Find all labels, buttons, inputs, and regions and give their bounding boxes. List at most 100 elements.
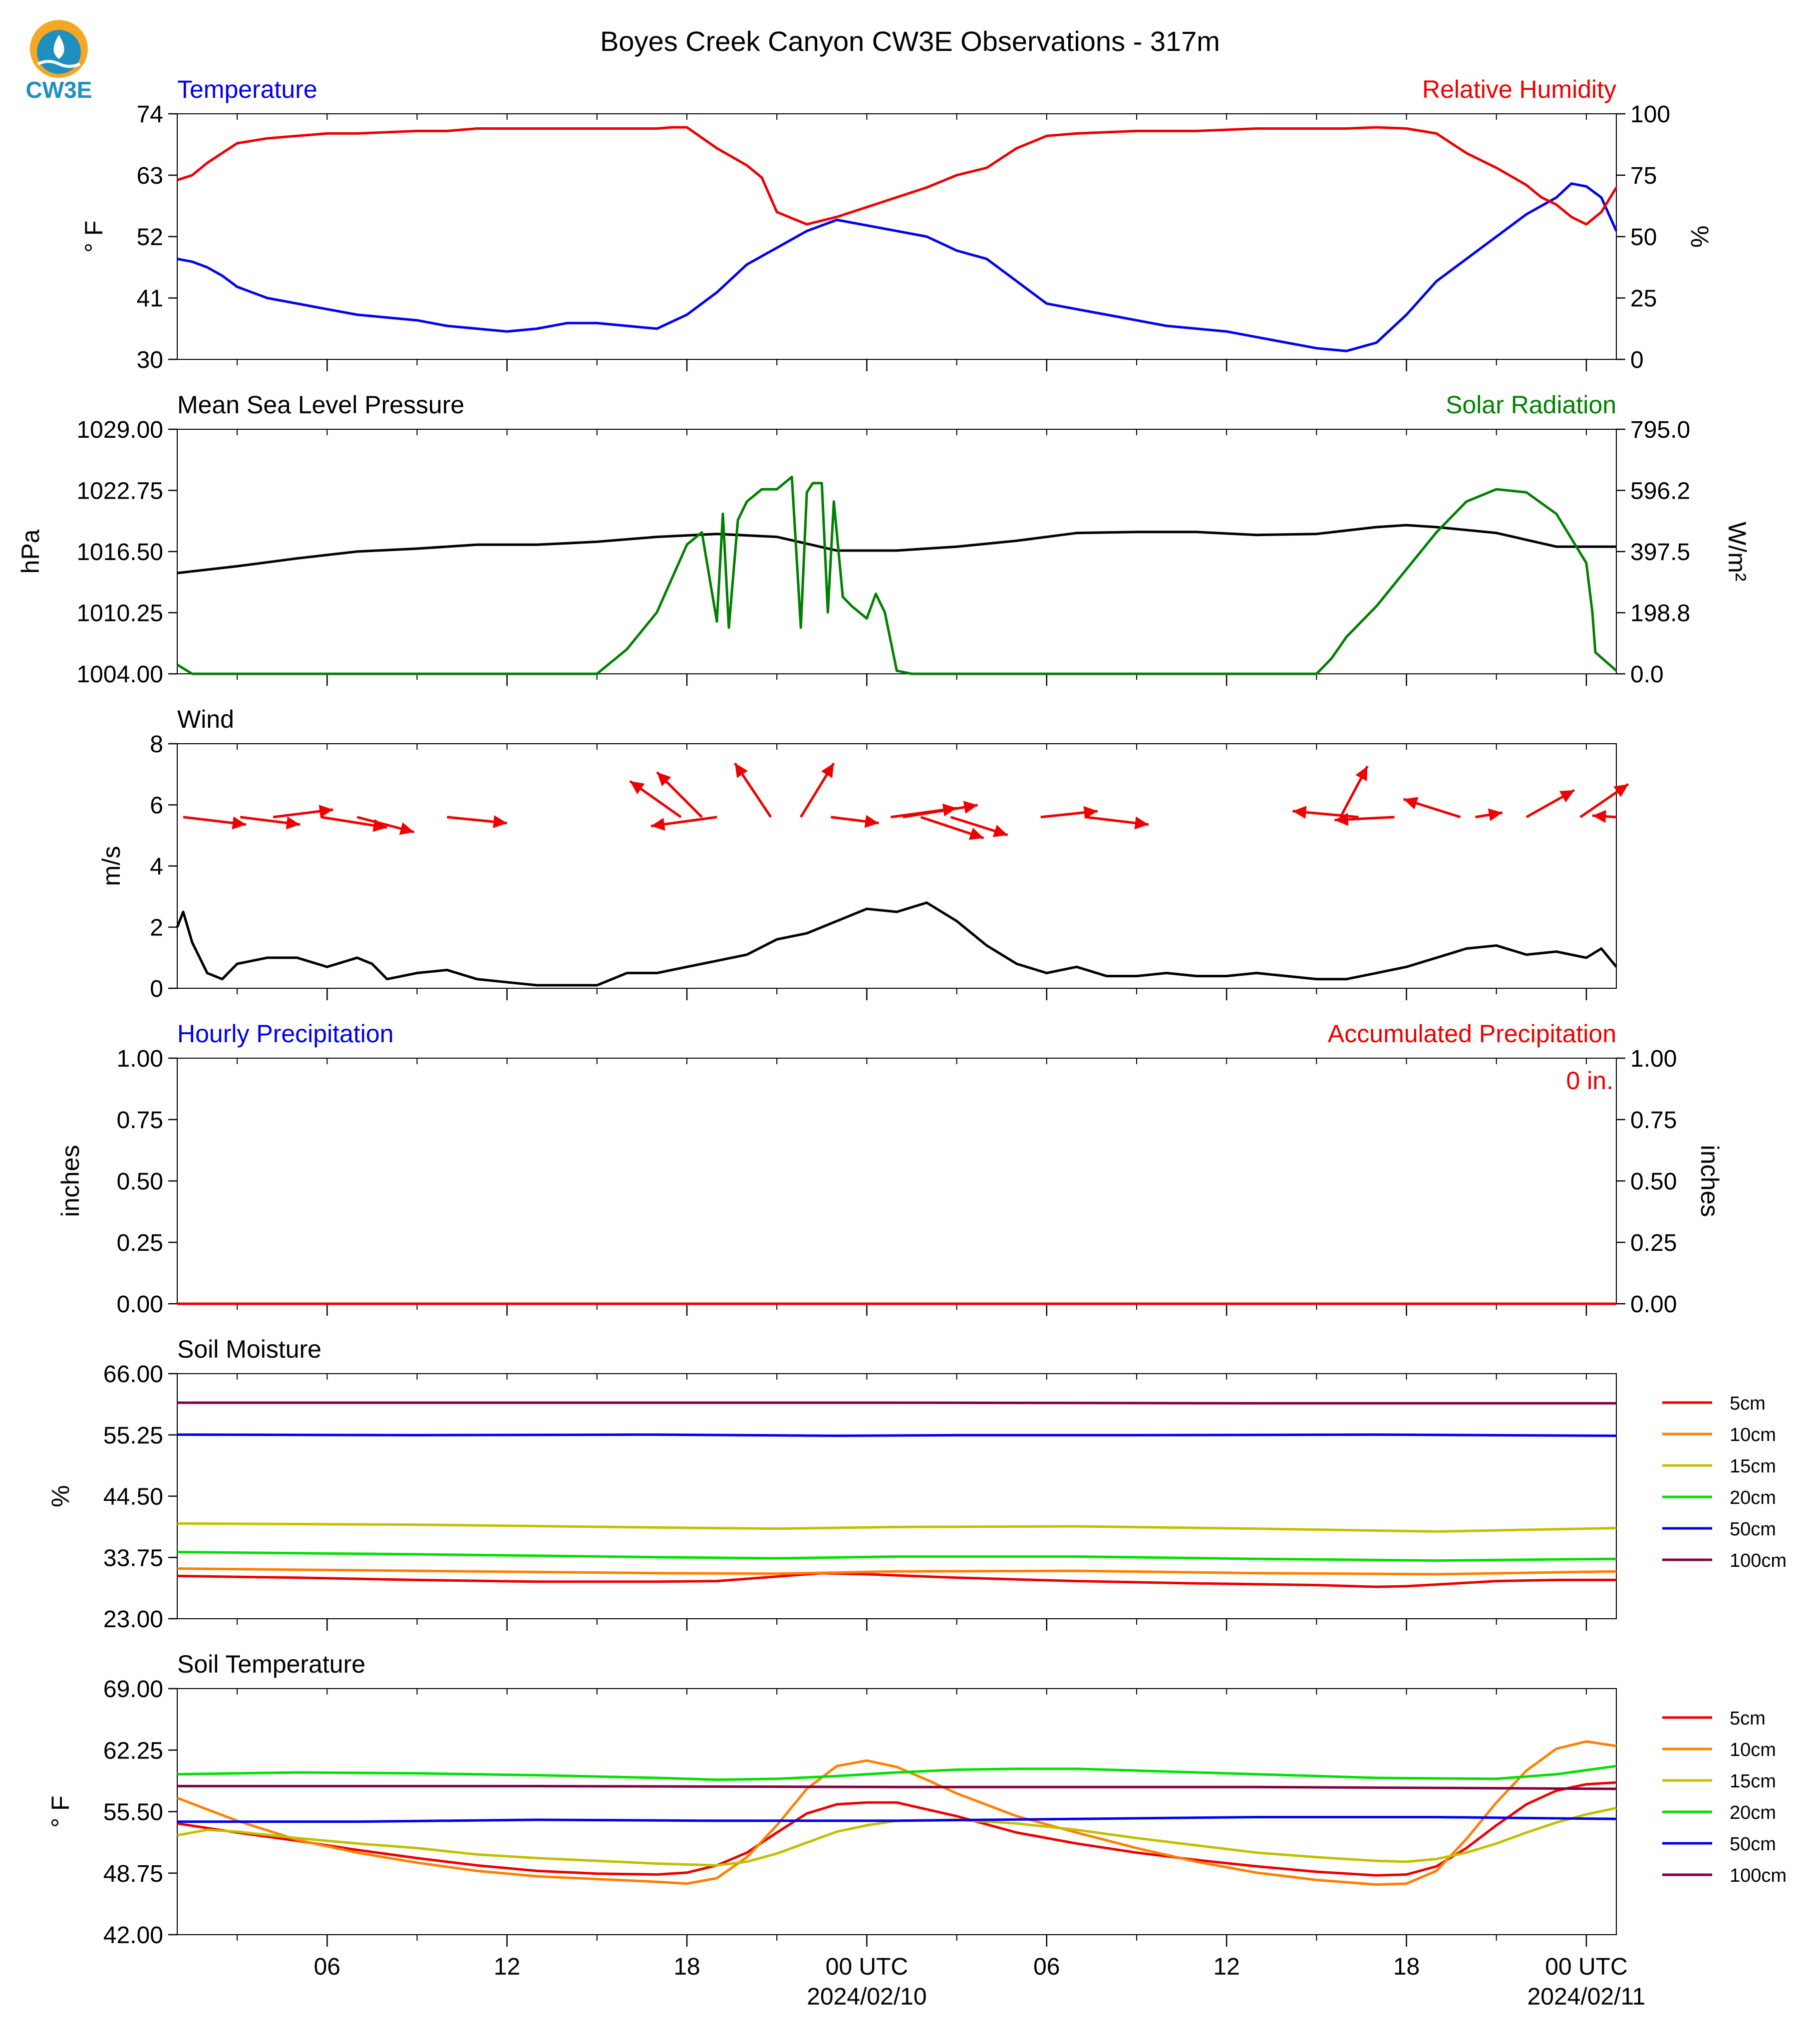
legend-label: 5cm bbox=[1730, 1708, 1766, 1729]
y-tick-label: 0.50 bbox=[117, 1168, 163, 1195]
series-50cm bbox=[177, 1433, 1617, 1437]
y-tick-label: 30 bbox=[137, 347, 163, 373]
page-title: Boyes Creek Canyon CW3E Observations - 3… bbox=[600, 25, 1220, 57]
y-right-tick-label: 0 bbox=[1630, 347, 1644, 373]
y-tick-label: 1.00 bbox=[117, 1046, 163, 1072]
y-right-tick-label: 100 bbox=[1630, 101, 1670, 128]
y-right-axis-label: % bbox=[1686, 226, 1714, 248]
panel-precip: 0.00 0.25 0.50 0.75 1.00 0.00 0.25 0.50 0.75 1.00… bbox=[56, 1020, 1724, 1318]
y-tick-label: 1004.00 bbox=[76, 661, 163, 688]
y-tick-label: 0.75 bbox=[117, 1107, 163, 1134]
wind-arrow-head-icon bbox=[493, 815, 507, 829]
y-right-tick-label: 596.2 bbox=[1630, 478, 1690, 505]
accumulated-total-label: 0 in. bbox=[1566, 1067, 1613, 1095]
y-tick-label: 66.00 bbox=[103, 1361, 163, 1388]
series-wind-speed bbox=[176, 901, 1617, 987]
panel-title-left: Soil Temperature bbox=[177, 1650, 365, 1678]
x-tick-label: 00 UTC bbox=[826, 1954, 908, 1980]
x-tick-label: 12 bbox=[494, 1954, 520, 1980]
wind-arrow-head-icon bbox=[1613, 784, 1628, 798]
y-axis-label: m/s bbox=[97, 846, 125, 886]
legend-label: 10cm bbox=[1730, 1425, 1776, 1446]
logo-text: CW3E bbox=[26, 77, 92, 103]
wind-arrow-head-icon bbox=[1334, 813, 1349, 826]
panel-title-left: Temperature bbox=[177, 75, 317, 103]
wind-arrow-head-icon bbox=[1488, 808, 1503, 822]
wind-arrow-head-icon bbox=[630, 781, 645, 795]
x-tick-label: 00 UTC bbox=[1545, 1954, 1627, 1980]
wind-arrow-head-icon bbox=[821, 763, 834, 778]
y-axis-label: % bbox=[46, 1485, 74, 1507]
y-right-tick-label: 1.00 bbox=[1630, 1046, 1677, 1072]
y-right-tick-label: 0.0 bbox=[1630, 661, 1664, 688]
y-tick-label: 0.00 bbox=[117, 1291, 163, 1318]
x-tick-date-label: 2024/02/11 bbox=[1527, 1984, 1646, 2010]
x-tick-label: 12 bbox=[1213, 1954, 1239, 1980]
logo-wave-icon bbox=[37, 60, 81, 68]
panel-title-left: Wind bbox=[177, 705, 234, 733]
y-tick-label: 1022.75 bbox=[76, 478, 163, 505]
wind-arrow-head-icon bbox=[657, 772, 671, 787]
logo-raindrop-icon bbox=[53, 35, 64, 59]
legend-label: 50cm bbox=[1730, 1834, 1776, 1855]
y-tick-label: 6 bbox=[150, 793, 163, 819]
y-right-tick-label: 50 bbox=[1630, 224, 1657, 251]
wind-arrow-head-icon bbox=[963, 801, 978, 814]
legend-label: 15cm bbox=[1730, 1456, 1776, 1477]
panel-title-right: Accumulated Precipitation bbox=[1328, 1020, 1616, 1048]
wind-arrow-head-icon bbox=[1083, 806, 1098, 819]
series-20cm bbox=[177, 1764, 1617, 1781]
x-tick-label: 18 bbox=[673, 1954, 700, 1980]
wind-arrow-head-icon bbox=[1134, 816, 1149, 830]
y-right-tick-label: 397.5 bbox=[1630, 539, 1690, 566]
y-right-tick-label: 795.0 bbox=[1630, 417, 1690, 443]
y-axis-label: hPa bbox=[16, 529, 44, 574]
y-tick-label: 44.50 bbox=[103, 1484, 163, 1510]
y-tick-label: 23.00 bbox=[103, 1606, 163, 1633]
y-tick-label: 41 bbox=[137, 286, 163, 312]
legend-label: 5cm bbox=[1730, 1393, 1766, 1414]
y-right-tick-label: 0.50 bbox=[1630, 1168, 1677, 1195]
y-tick-label: 0.25 bbox=[117, 1230, 163, 1256]
panel-title-right: Relative Humidity bbox=[1422, 75, 1616, 103]
y-tick-label: 1029.00 bbox=[76, 417, 163, 443]
y-tick-label: 1016.50 bbox=[76, 539, 163, 566]
x-tick-date-label: 2024/02/10 bbox=[807, 1984, 926, 2010]
y-right-axis-label: W/m² bbox=[1723, 522, 1751, 581]
y-tick-label: 52 bbox=[137, 224, 163, 251]
wind-arrow-head-icon bbox=[1592, 810, 1606, 823]
panel-title-left: Soil Moisture bbox=[177, 1335, 321, 1363]
y-tick-label: 33.75 bbox=[103, 1545, 163, 1571]
wind-arrow-head-icon bbox=[318, 805, 333, 818]
wind-arrow-head-icon bbox=[232, 816, 246, 830]
panels: 30 41 52 63 74 0 25 50 75 100 ° F % Temperature Relat… bbox=[16, 75, 1787, 2010]
panel-title-left: Mean Sea Level Pressure bbox=[177, 391, 464, 419]
y-tick-label: 69.00 bbox=[103, 1676, 163, 1703]
panel-title-right: Solar Radiation bbox=[1446, 391, 1616, 419]
legend-label: 20cm bbox=[1730, 1802, 1776, 1823]
y-tick-label: 4 bbox=[150, 854, 163, 880]
y-tick-label: 0 bbox=[150, 976, 163, 1002]
wind-arrow-head-icon bbox=[286, 816, 301, 830]
y-tick-label: 63 bbox=[137, 163, 163, 189]
wind-arrow-head-icon bbox=[1355, 766, 1368, 781]
y-tick-label: 2 bbox=[150, 915, 163, 941]
wind-arrow-head-icon bbox=[864, 815, 879, 828]
x-tick-label: 06 bbox=[1033, 1954, 1060, 1980]
x-tick-label: 06 bbox=[314, 1954, 340, 1980]
y-tick-label: 74 bbox=[137, 101, 163, 128]
legend-label: 15cm bbox=[1730, 1771, 1776, 1792]
y-axis-label: inches bbox=[56, 1145, 84, 1217]
series-mean-sea-level-pressure bbox=[177, 524, 1616, 575]
panel-soil_moisture: 23.00 33.75 44.50 55.25 66.00% Soil Moisture 5… bbox=[46, 1335, 1787, 1633]
wind-arrow-head-icon bbox=[1292, 806, 1307, 819]
y-right-tick-label: 0.75 bbox=[1630, 1107, 1677, 1134]
panel-soil_temperature: 42.00 48.75 55.50 62.25 69.00 ° F Soil Tempera… bbox=[46, 1650, 1787, 2010]
wind-arrow-head-icon bbox=[1559, 790, 1574, 803]
y-right-tick-label: 75 bbox=[1630, 163, 1657, 189]
wind-arrow-head-icon bbox=[735, 763, 748, 778]
y-tick-label: 8 bbox=[150, 731, 163, 758]
wind-arrow-head-icon bbox=[992, 825, 1008, 838]
